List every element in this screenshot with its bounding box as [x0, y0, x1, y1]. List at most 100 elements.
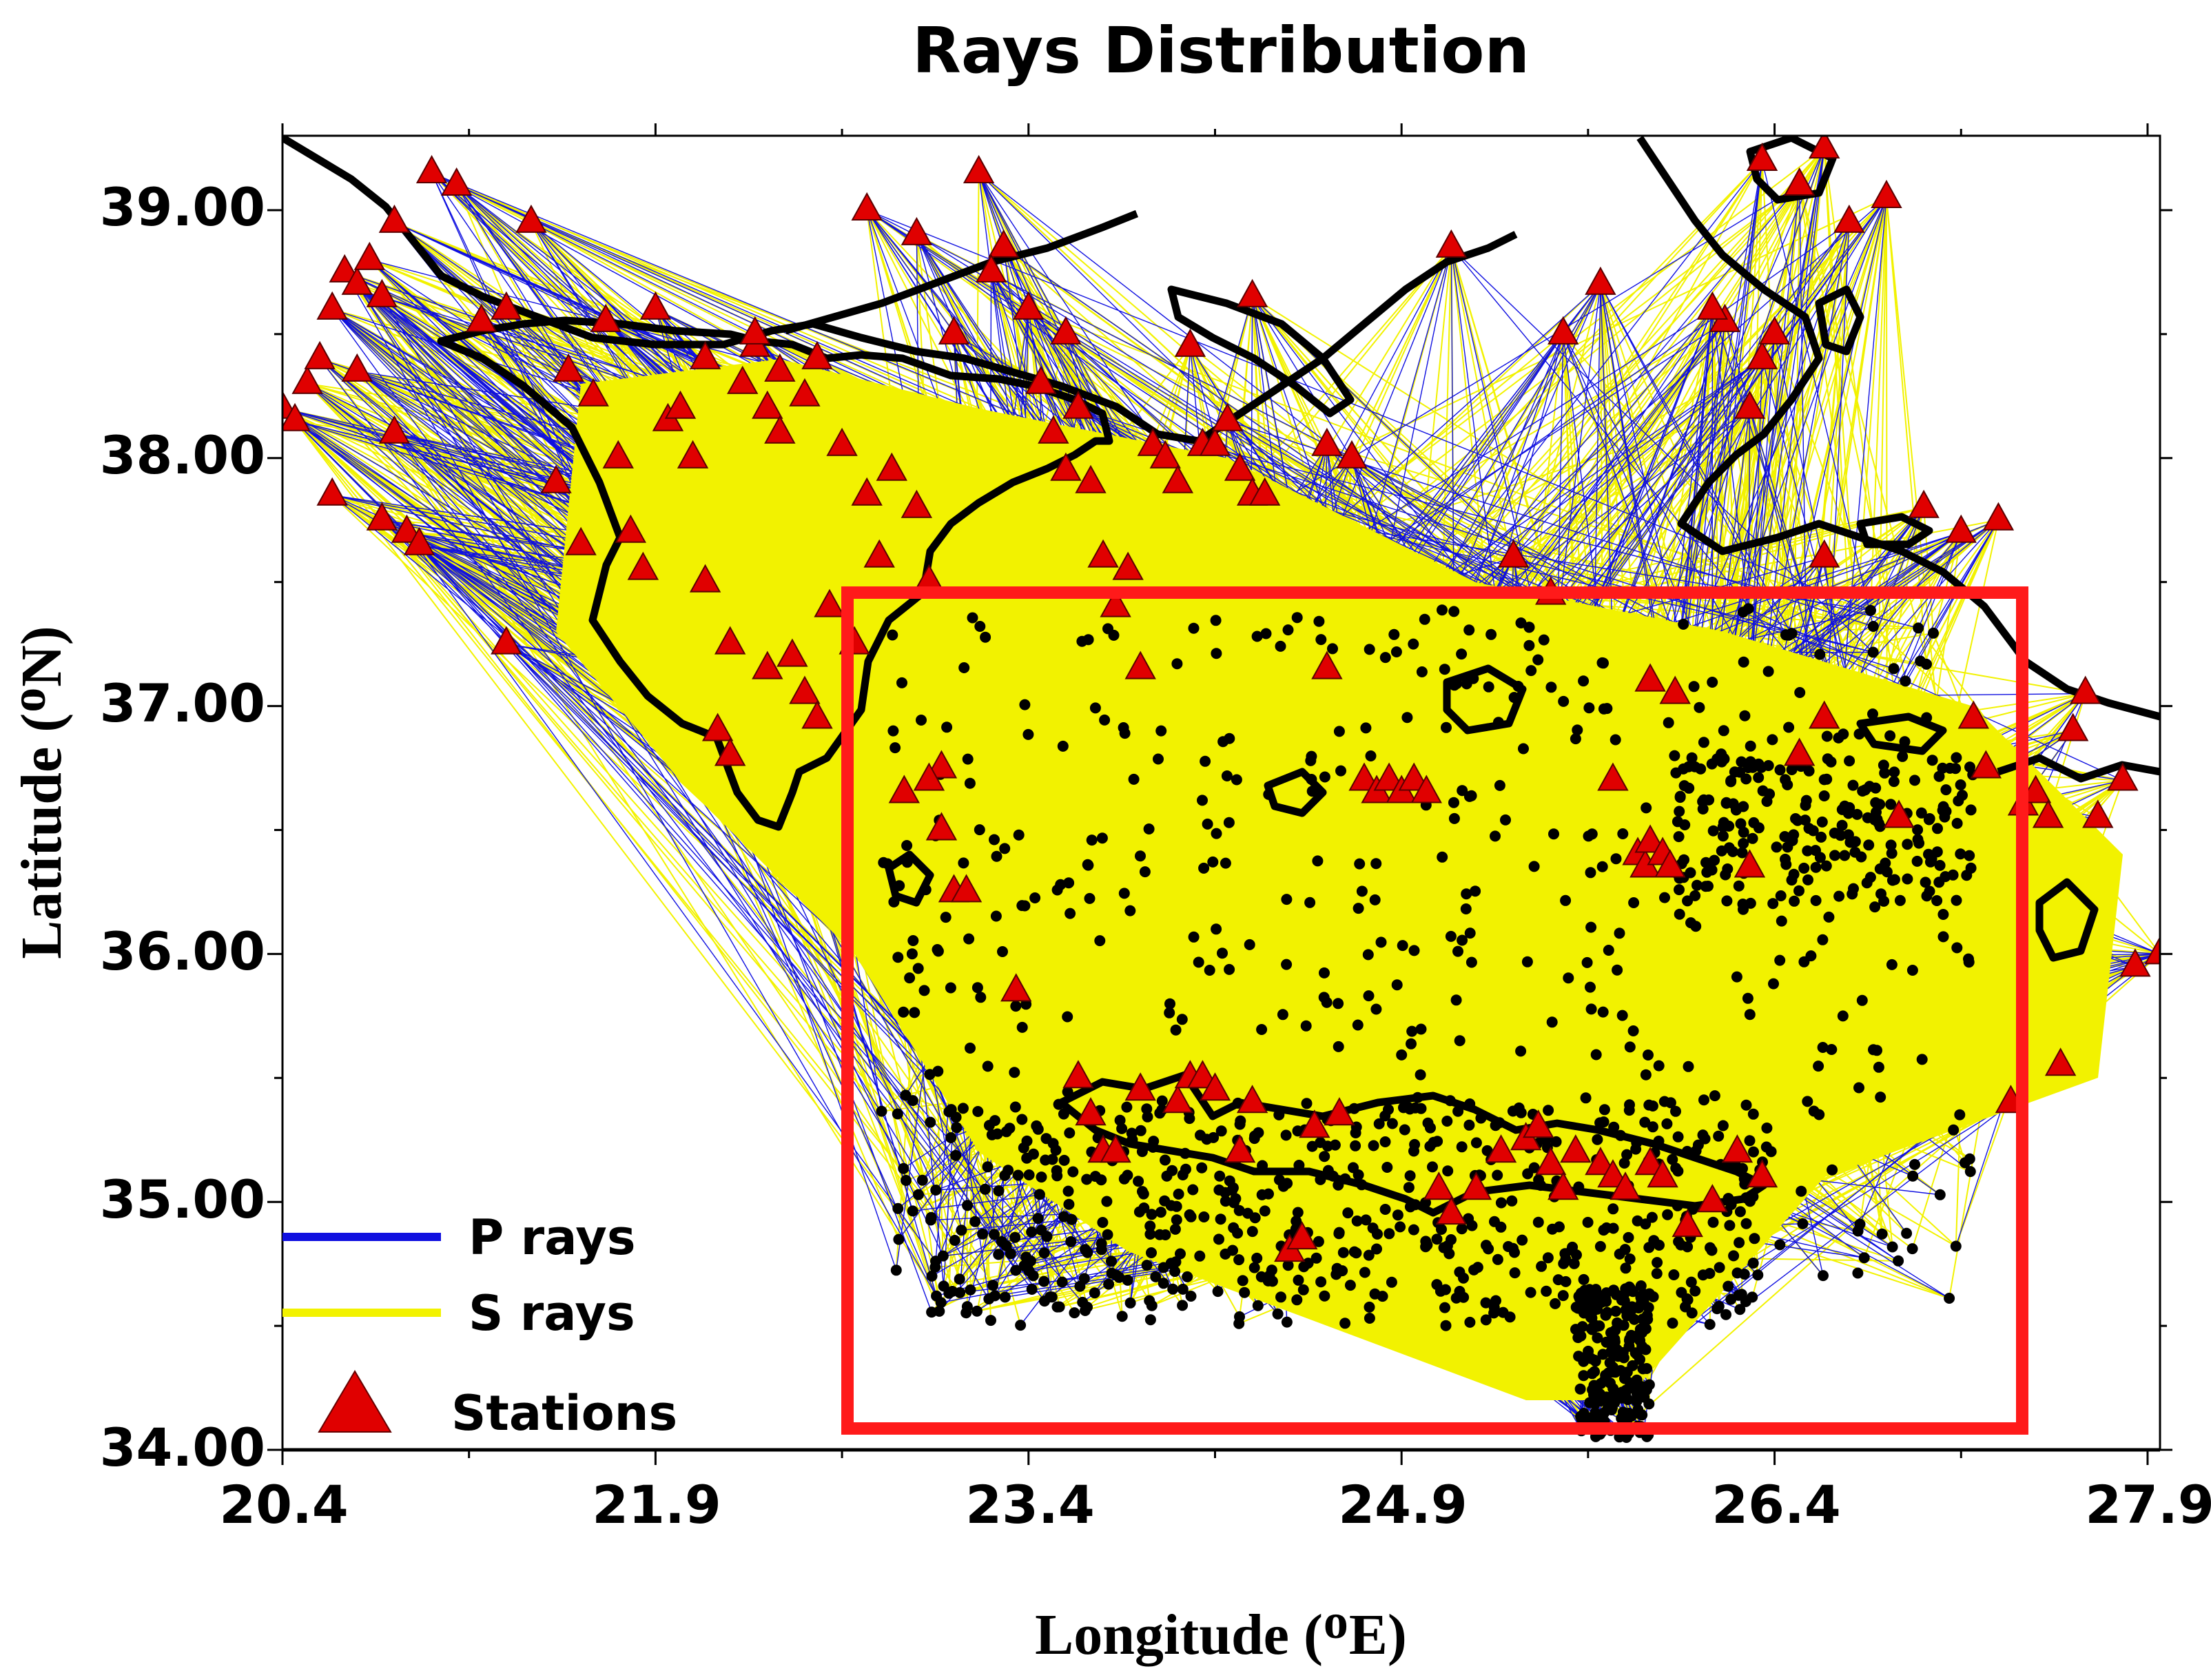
earthquake-event	[1448, 812, 1460, 824]
earthquake-event	[1457, 934, 1468, 946]
earthquake-event	[962, 1200, 974, 1211]
earthquake-event	[1084, 892, 1096, 904]
earthquake-event	[1744, 1009, 1756, 1021]
earthquake-event	[1667, 1318, 1678, 1329]
earthquake-event	[1097, 1217, 1109, 1228]
coastline-kos	[1856, 713, 1947, 755]
earthquake-event	[1950, 1240, 1962, 1252]
earthquake-event	[1836, 819, 1848, 831]
earthquake-event	[1375, 936, 1387, 948]
earthquake-event	[991, 850, 1002, 862]
earthquake-event	[1934, 859, 1946, 871]
earthquake-event	[1318, 992, 1330, 1003]
earthquake-event	[1749, 1233, 1760, 1244]
earthquake-event	[1752, 1269, 1764, 1281]
earthquake-event	[1333, 998, 1344, 1010]
earthquake-event	[1689, 1285, 1701, 1297]
earthquake-event	[1884, 730, 1896, 741]
earthquake-event	[969, 1216, 981, 1227]
earthquake-event	[1169, 1266, 1181, 1278]
earthquake-event	[1731, 971, 1742, 983]
earthquake-event	[1213, 1233, 1224, 1245]
earthquake-event	[1852, 1225, 1864, 1237]
earthquake-event	[1642, 1313, 1654, 1325]
earthquake-event	[1348, 1103, 1360, 1114]
earthquake-event	[1273, 1109, 1285, 1120]
s-ray	[1761, 160, 1790, 635]
earthquake-event	[993, 1185, 1005, 1197]
earthquake-event	[1886, 959, 1898, 970]
earthquake-event	[1463, 624, 1475, 636]
earthquake-event	[1535, 1180, 1547, 1191]
earthquake-event	[1170, 1256, 1182, 1268]
earthquake-event	[1816, 831, 1827, 843]
earthquake-event	[1610, 1305, 1622, 1317]
earthquake-event	[1810, 861, 1822, 873]
s-ray	[1252, 296, 1789, 636]
earthquake-event	[1207, 856, 1219, 868]
earthquake-event	[1391, 979, 1403, 991]
earthquake-event	[1558, 1258, 1570, 1269]
coastline-milos	[1264, 768, 1327, 817]
earthquake-event	[1452, 1105, 1464, 1117]
earthquake-event	[1370, 858, 1382, 870]
earthquake-event	[1964, 850, 1975, 861]
p-ray	[1761, 160, 1874, 627]
earthquake-event	[967, 612, 978, 624]
earthquake-event	[1643, 1049, 1654, 1061]
earthquake-event	[1144, 1314, 1156, 1326]
p-ray	[319, 358, 1033, 1290]
earthquake-event	[1951, 752, 1962, 764]
p-ray	[344, 272, 937, 1297]
earthquake-event	[1688, 681, 1700, 693]
earthquake-event	[1707, 1216, 1719, 1228]
earthquake-event	[1528, 861, 1540, 872]
earthquake-event	[1516, 1234, 1528, 1246]
earthquake-event	[1817, 1042, 1829, 1053]
earthquake-event	[1672, 816, 1683, 828]
earthquake-event	[1683, 1061, 1694, 1072]
earthquake-event	[1277, 1009, 1288, 1021]
earthquake-event	[1415, 1069, 1426, 1080]
earthquake-event	[983, 1120, 995, 1131]
earthquake-event	[1907, 1170, 1919, 1182]
earthquake-event	[1167, 1283, 1179, 1295]
earthquake-event	[1063, 877, 1075, 889]
earthquake-event	[1217, 947, 1228, 959]
earthquake-event	[985, 1315, 996, 1326]
earthquake-event	[1616, 1010, 1628, 1021]
earthquake-event	[1408, 638, 1419, 650]
earthquake-event	[1158, 1262, 1169, 1273]
earthquake-event	[1594, 1240, 1606, 1252]
earthquake-event	[945, 1132, 957, 1143]
earthquake-event	[1621, 1149, 1633, 1160]
earthquake-event	[1789, 895, 1800, 907]
earthquake-event	[1796, 1185, 1807, 1197]
earthquake-event	[1121, 1101, 1133, 1113]
earthquake-event	[1820, 860, 1832, 872]
earthquake-event	[1180, 1147, 1191, 1159]
earthquake-event	[1464, 1098, 1476, 1109]
earthquake-event	[932, 944, 943, 955]
earthquake-event	[1062, 1086, 1073, 1098]
earthquake-event	[1327, 1170, 1339, 1182]
earthquake-event	[1047, 1138, 1059, 1149]
earthquake-event	[1869, 901, 1881, 913]
earthquake-event	[1452, 945, 1463, 957]
earthquake-event	[1897, 750, 1909, 762]
earthquake-event	[1802, 874, 1813, 885]
earthquake-event	[1623, 1105, 1635, 1116]
earthquake-event	[1392, 1209, 1403, 1221]
s-ray	[381, 520, 932, 1218]
earthquake-event	[1300, 1020, 1312, 1032]
earthquake-event	[1408, 1224, 1419, 1236]
coastline-rhodes	[2035, 878, 2099, 962]
earthquake-event	[1797, 1218, 1809, 1229]
earthquake-event	[1740, 1099, 1752, 1111]
earthquake-event	[1590, 1049, 1602, 1061]
coastline-peloponnese	[437, 316, 1113, 831]
earthquake-event	[1668, 1269, 1680, 1280]
earthquake-event	[1674, 806, 1685, 817]
earthquake-event	[1315, 1137, 1326, 1148]
earthquake-event	[1154, 1107, 1166, 1119]
